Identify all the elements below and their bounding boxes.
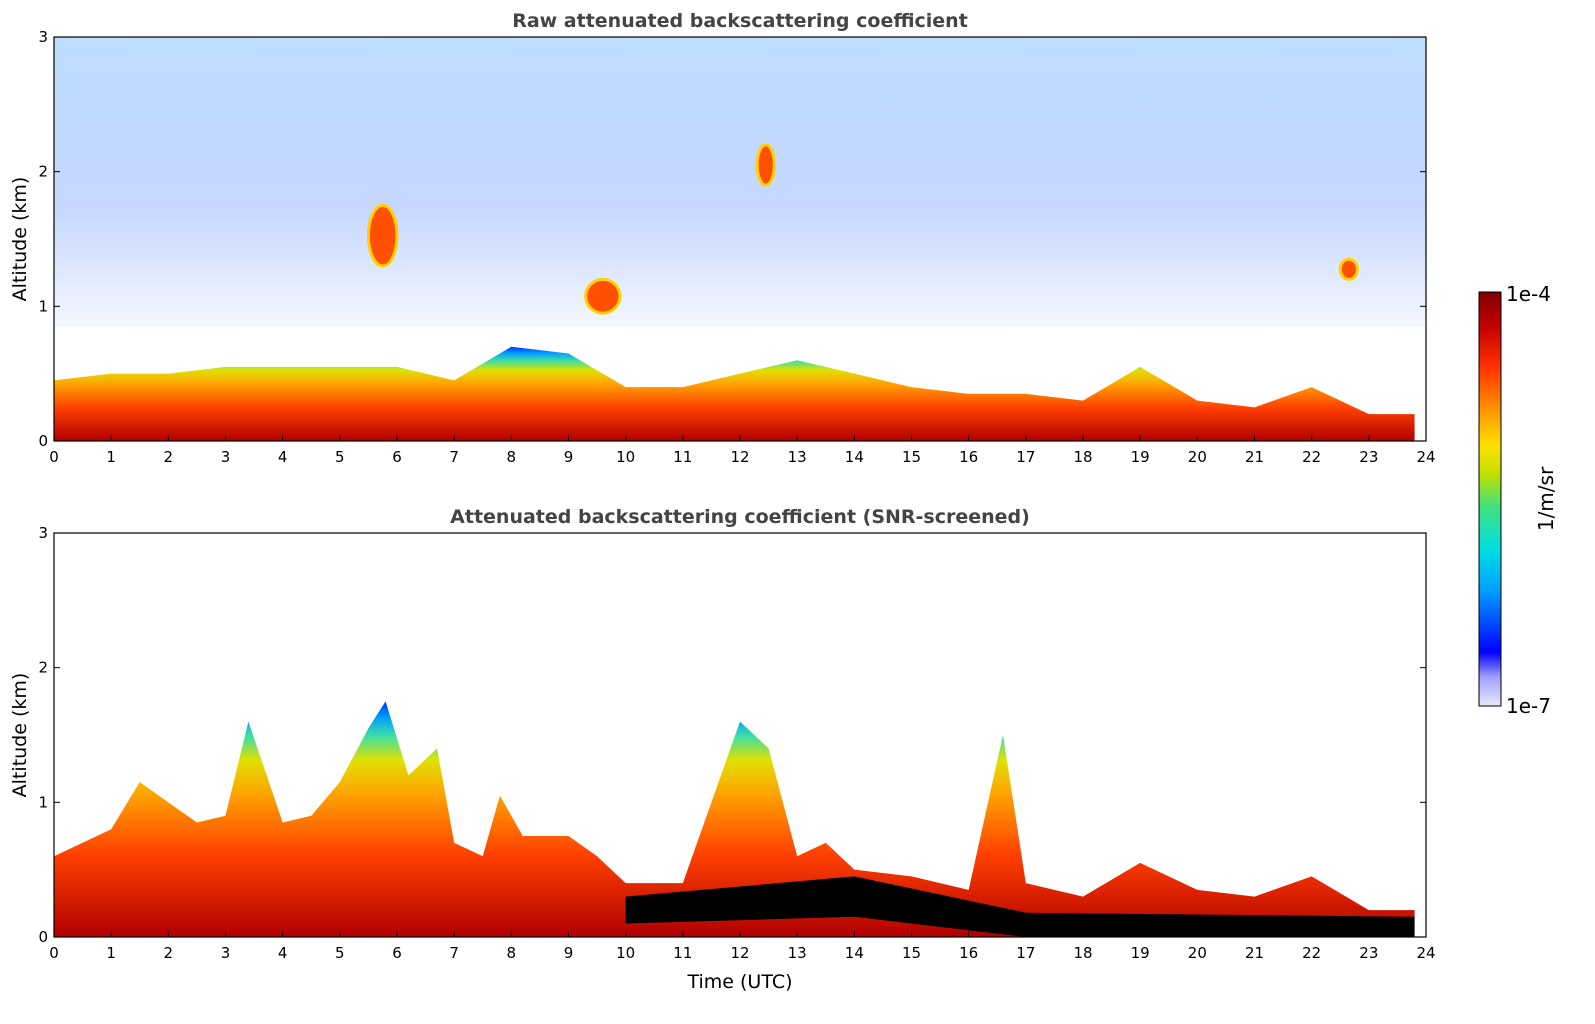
x-tick-label: 11 [673, 448, 692, 466]
mixing-layer-screened [54, 701, 1415, 937]
x-tick-label: 19 [1131, 448, 1150, 466]
x-tick-label: 15 [902, 448, 921, 466]
x-tick-label: 0 [49, 944, 59, 962]
cloud-feature [1338, 257, 1359, 281]
y-tick-label: 2 [38, 659, 48, 677]
colorbar-max-label: 1e-4 [1506, 282, 1551, 306]
x-tick-label: 17 [1016, 448, 1035, 466]
x-tick-label: 10 [616, 944, 635, 962]
raw-backscatter-panel: Raw attenuated backscattering coefficien… [9, 10, 1436, 466]
x-tick-label: 6 [392, 448, 402, 466]
x-tick-label: 7 [449, 944, 459, 962]
x-tick-label: 24 [1416, 944, 1435, 962]
x-tick-label: 22 [1302, 944, 1321, 962]
x-tick-label: 18 [1073, 448, 1092, 466]
cloud-feature [755, 143, 776, 187]
x-tick-label: 17 [1016, 944, 1035, 962]
x-tick-label: 23 [1359, 448, 1378, 466]
boundary-layer-raw [54, 346, 1415, 441]
x-tick-label: 22 [1302, 448, 1321, 466]
y-axis-label-screened: Altitude (km) [9, 673, 31, 798]
cloud-feature [366, 203, 399, 268]
y-tick-label: 0 [38, 432, 48, 450]
x-tick-label: 8 [507, 448, 517, 466]
x-tick-label: 21 [1245, 944, 1264, 962]
x-tick-label: 20 [1188, 944, 1207, 962]
x-tick-label: 16 [959, 448, 978, 466]
cloud-feature [584, 277, 622, 315]
x-tick-label: 3 [221, 944, 231, 962]
x-tick-label: 9 [564, 944, 574, 962]
noise-region [54, 37, 1426, 327]
colorbar: 1e-4 1e-7 1/m/sr [1478, 282, 1558, 718]
x-tick-label: 9 [564, 448, 574, 466]
x-tick-label: 15 [902, 944, 921, 962]
x-tick-label: 13 [788, 448, 807, 466]
y-axis-label-raw: Altitude (km) [9, 177, 31, 302]
x-tick-label: 11 [673, 944, 692, 962]
x-tick-label: 10 [616, 448, 635, 466]
x-tick-label: 1 [106, 944, 116, 962]
x-tick-label: 1 [106, 448, 116, 466]
x-tick-label: 6 [392, 944, 402, 962]
x-tick-label: 24 [1416, 448, 1435, 466]
y-tick-label: 1 [38, 793, 48, 811]
x-tick-label: 21 [1245, 448, 1264, 466]
x-tick-label: 12 [730, 944, 749, 962]
x-tick-label: 19 [1131, 944, 1150, 962]
panel-title-screened: Attenuated backscattering coefficient (S… [450, 506, 1030, 528]
x-tick-label: 16 [959, 944, 978, 962]
snr-screened-panel: Attenuated backscattering coefficient (S… [9, 506, 1436, 993]
x-tick-label: 14 [845, 448, 864, 466]
x-tick-label: 3 [221, 448, 231, 466]
x-tick-label: 12 [730, 448, 749, 466]
x-tick-label: 5 [335, 448, 345, 466]
x-tick-label: 7 [449, 448, 459, 466]
x-tick-label: 13 [788, 944, 807, 962]
x-tick-label: 0 [49, 448, 59, 466]
y-tick-label: 3 [38, 524, 48, 542]
x-tick-label: 8 [507, 944, 517, 962]
x-tick-label: 4 [278, 448, 288, 466]
x-tick-label: 4 [278, 944, 288, 962]
panel-title-raw: Raw attenuated backscattering coefficien… [512, 10, 968, 32]
x-tick-label: 5 [335, 944, 345, 962]
x-axis-label: Time (UTC) [686, 971, 792, 993]
x-tick-label: 23 [1359, 944, 1378, 962]
x-tick-label: 20 [1188, 448, 1207, 466]
y-tick-label: 3 [38, 28, 48, 46]
x-tick-label: 18 [1073, 944, 1092, 962]
y-tick-label: 0 [38, 928, 48, 946]
colorbar-min-label: 1e-7 [1506, 694, 1551, 718]
colorbar-scale [1478, 291, 1502, 707]
y-tick-label: 1 [38, 297, 48, 315]
x-tick-label: 14 [845, 944, 864, 962]
x-tick-label: 2 [164, 944, 174, 962]
saturated-band [625, 876, 1415, 937]
x-tick-label: 2 [164, 448, 174, 466]
colorbar-unit-label: 1/m/sr [1534, 466, 1558, 531]
y-tick-label: 2 [38, 163, 48, 181]
